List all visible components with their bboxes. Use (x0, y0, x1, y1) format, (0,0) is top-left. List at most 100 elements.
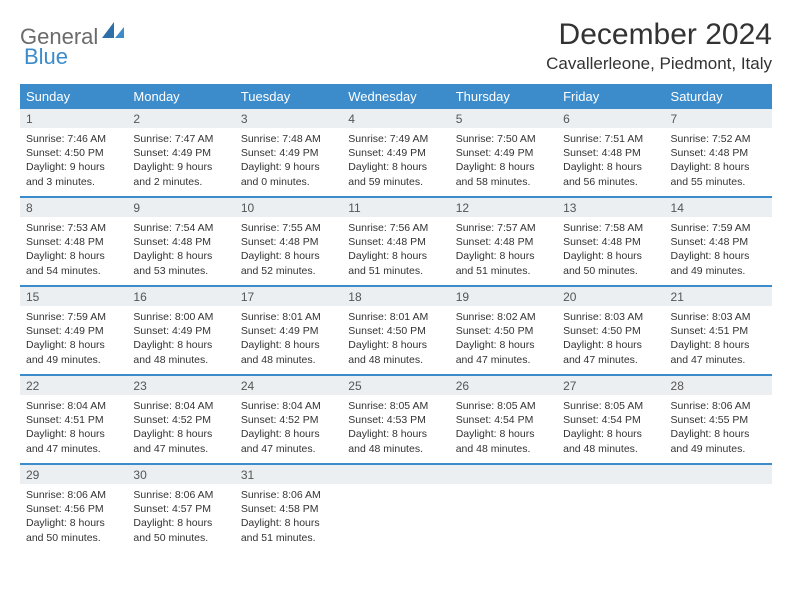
sunrise-line: Sunrise: 7:58 AM (563, 221, 658, 235)
weekday-header: Tuesday (235, 84, 342, 109)
daylight-line: Daylight: 8 hours and 48 minutes. (563, 427, 658, 455)
sunset-line: Sunset: 4:57 PM (133, 502, 228, 516)
sunset-line: Sunset: 4:49 PM (456, 146, 551, 160)
day-body: Sunrise: 8:05 AMSunset: 4:54 PMDaylight:… (450, 395, 557, 463)
daylight-line: Daylight: 8 hours and 58 minutes. (456, 160, 551, 188)
weekday-header: Saturday (665, 84, 772, 109)
sunset-line: Sunset: 4:49 PM (241, 324, 336, 338)
sunset-line: Sunset: 4:48 PM (456, 235, 551, 249)
day-body: Sunrise: 7:56 AMSunset: 4:48 PMDaylight:… (342, 217, 449, 285)
daylight-line: Daylight: 8 hours and 50 minutes. (563, 249, 658, 277)
day-number: 30 (127, 463, 234, 484)
daylight-line: Daylight: 8 hours and 53 minutes. (133, 249, 228, 277)
daylight-line: Daylight: 8 hours and 51 minutes. (456, 249, 551, 277)
day-number: 12 (450, 196, 557, 217)
daylight-line: Daylight: 8 hours and 51 minutes. (241, 516, 336, 544)
calendar-table: Sunday Monday Tuesday Wednesday Thursday… (20, 84, 772, 552)
sunrise-line: Sunrise: 7:57 AM (456, 221, 551, 235)
daylight-line: Daylight: 8 hours and 47 minutes. (671, 338, 766, 366)
sunrise-line: Sunrise: 8:05 AM (348, 399, 443, 413)
weekday-header: Friday (557, 84, 664, 109)
daylight-line: Daylight: 8 hours and 51 minutes. (348, 249, 443, 277)
weekday-header: Monday (127, 84, 234, 109)
sunset-line: Sunset: 4:48 PM (563, 235, 658, 249)
day-number: 3 (235, 109, 342, 128)
sunrise-line: Sunrise: 7:52 AM (671, 132, 766, 146)
day-body (557, 484, 664, 552)
daylight-line: Daylight: 8 hours and 48 minutes. (241, 338, 336, 366)
weekday-header: Thursday (450, 84, 557, 109)
day-number: 1 (20, 109, 127, 128)
day-body: Sunrise: 8:01 AMSunset: 4:50 PMDaylight:… (342, 306, 449, 374)
sunset-line: Sunset: 4:48 PM (241, 235, 336, 249)
week-body-row: Sunrise: 8:04 AMSunset: 4:51 PMDaylight:… (20, 395, 772, 463)
daylight-line: Daylight: 8 hours and 50 minutes. (133, 516, 228, 544)
sunrise-line: Sunrise: 8:05 AM (456, 399, 551, 413)
day-number: 26 (450, 374, 557, 395)
day-body: Sunrise: 8:03 AMSunset: 4:51 PMDaylight:… (665, 306, 772, 374)
day-number: 13 (557, 196, 664, 217)
month-title: December 2024 (546, 18, 772, 52)
day-number: 17 (235, 285, 342, 306)
day-number: 27 (557, 374, 664, 395)
sunrise-line: Sunrise: 7:47 AM (133, 132, 228, 146)
sunset-line: Sunset: 4:50 PM (348, 324, 443, 338)
daylight-line: Daylight: 8 hours and 47 minutes. (563, 338, 658, 366)
day-number: 23 (127, 374, 234, 395)
day-body: Sunrise: 8:04 AMSunset: 4:52 PMDaylight:… (127, 395, 234, 463)
day-body: Sunrise: 7:57 AMSunset: 4:48 PMDaylight:… (450, 217, 557, 285)
sunset-line: Sunset: 4:50 PM (26, 146, 121, 160)
sunset-line: Sunset: 4:50 PM (563, 324, 658, 338)
weekday-header: Sunday (20, 84, 127, 109)
day-number: 7 (665, 109, 772, 128)
sunrise-line: Sunrise: 8:04 AM (241, 399, 336, 413)
day-body: Sunrise: 7:59 AMSunset: 4:48 PMDaylight:… (665, 217, 772, 285)
logo-sail-icon (100, 20, 126, 46)
sunrise-line: Sunrise: 8:04 AM (26, 399, 121, 413)
day-body (450, 484, 557, 552)
title-block: December 2024 Cavallerleone, Piedmont, I… (546, 18, 772, 74)
day-number: 6 (557, 109, 664, 128)
sunset-line: Sunset: 4:48 PM (563, 146, 658, 160)
week-body-row: Sunrise: 7:46 AMSunset: 4:50 PMDaylight:… (20, 128, 772, 196)
sunset-line: Sunset: 4:48 PM (133, 235, 228, 249)
sunrise-line: Sunrise: 8:06 AM (26, 488, 121, 502)
daylight-line: Daylight: 8 hours and 49 minutes. (671, 427, 766, 455)
calendar-page: General December 2024 Cavallerleone, Pie… (0, 0, 792, 562)
day-number: 14 (665, 196, 772, 217)
daylight-line: Daylight: 8 hours and 56 minutes. (563, 160, 658, 188)
day-body: Sunrise: 7:55 AMSunset: 4:48 PMDaylight:… (235, 217, 342, 285)
sunset-line: Sunset: 4:54 PM (563, 413, 658, 427)
daylight-line: Daylight: 8 hours and 50 minutes. (26, 516, 121, 544)
day-number: 21 (665, 285, 772, 306)
sunrise-line: Sunrise: 7:53 AM (26, 221, 121, 235)
day-number: 10 (235, 196, 342, 217)
day-number (665, 463, 772, 484)
weekday-header: Wednesday (342, 84, 449, 109)
sunrise-line: Sunrise: 8:05 AM (563, 399, 658, 413)
day-number: 25 (342, 374, 449, 395)
day-body: Sunrise: 7:59 AMSunset: 4:49 PMDaylight:… (20, 306, 127, 374)
sunrise-line: Sunrise: 8:06 AM (133, 488, 228, 502)
weekday-header-row: Sunday Monday Tuesday Wednesday Thursday… (20, 84, 772, 109)
daylight-line: Daylight: 8 hours and 48 minutes. (348, 427, 443, 455)
daylight-line: Daylight: 8 hours and 48 minutes. (133, 338, 228, 366)
day-body: Sunrise: 8:00 AMSunset: 4:49 PMDaylight:… (127, 306, 234, 374)
daylight-line: Daylight: 8 hours and 47 minutes. (26, 427, 121, 455)
day-number: 31 (235, 463, 342, 484)
week-daynum-row: 1234567 (20, 109, 772, 128)
day-number: 24 (235, 374, 342, 395)
day-body: Sunrise: 7:46 AMSunset: 4:50 PMDaylight:… (20, 128, 127, 196)
day-number: 5 (450, 109, 557, 128)
week-body-row: Sunrise: 7:59 AMSunset: 4:49 PMDaylight:… (20, 306, 772, 374)
sunrise-line: Sunrise: 8:06 AM (241, 488, 336, 502)
day-number: 11 (342, 196, 449, 217)
sunset-line: Sunset: 4:51 PM (26, 413, 121, 427)
sunrise-line: Sunrise: 8:02 AM (456, 310, 551, 324)
sunset-line: Sunset: 4:49 PM (133, 146, 228, 160)
sunset-line: Sunset: 4:49 PM (348, 146, 443, 160)
day-number: 4 (342, 109, 449, 128)
sunset-line: Sunset: 4:56 PM (26, 502, 121, 516)
day-body: Sunrise: 8:06 AMSunset: 4:55 PMDaylight:… (665, 395, 772, 463)
sunset-line: Sunset: 4:49 PM (26, 324, 121, 338)
